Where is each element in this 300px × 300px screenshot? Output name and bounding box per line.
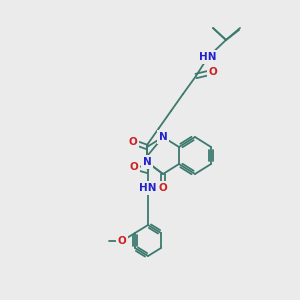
Text: N: N bbox=[159, 132, 167, 142]
Text: HN: HN bbox=[199, 52, 217, 62]
Text: O: O bbox=[118, 236, 126, 246]
Text: O: O bbox=[130, 162, 138, 172]
Text: N: N bbox=[142, 157, 152, 167]
Text: O: O bbox=[208, 67, 217, 77]
Text: O: O bbox=[129, 137, 137, 147]
Text: HN: HN bbox=[139, 183, 157, 193]
Text: O: O bbox=[159, 183, 167, 193]
